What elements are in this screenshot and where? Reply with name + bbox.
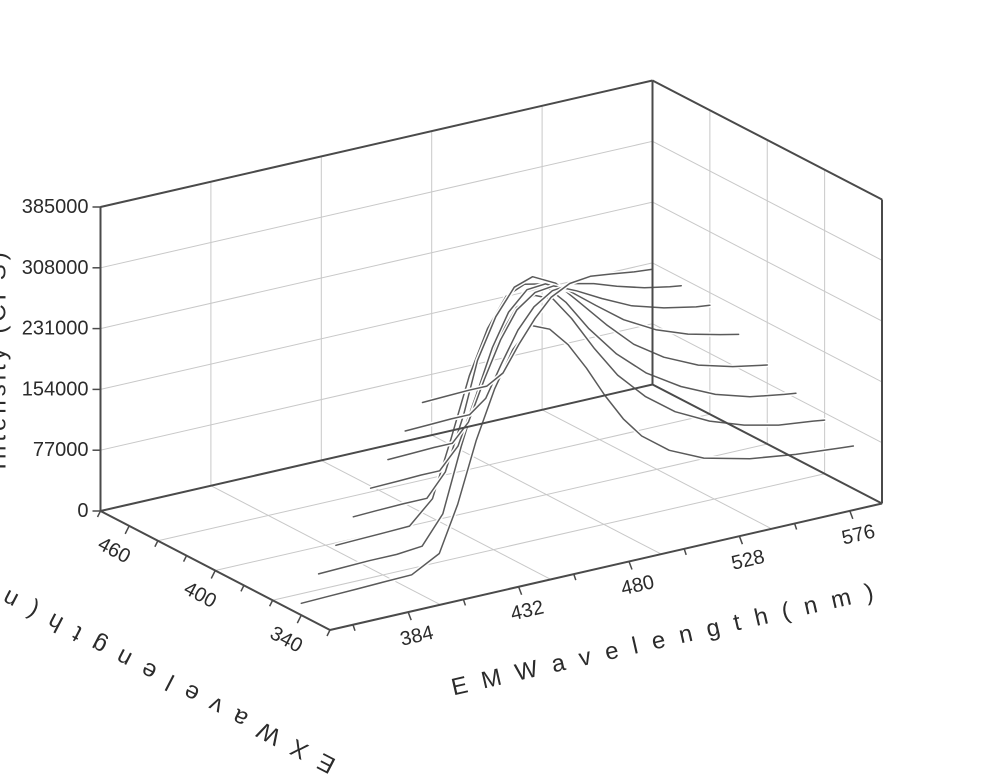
tick-mark bbox=[519, 587, 522, 595]
em-axis-label: E M W a v e l e n g t h ( n m ) bbox=[449, 578, 880, 702]
tick-mark bbox=[211, 571, 215, 579]
tick-mark bbox=[270, 600, 273, 606]
z-tick-label: 231000 bbox=[22, 318, 89, 340]
floor-back-left bbox=[101, 385, 653, 512]
grid-line bbox=[158, 414, 710, 541]
tick-mark bbox=[353, 625, 355, 631]
tick-mark bbox=[850, 511, 853, 519]
z-tick-label: 154000 bbox=[22, 378, 89, 400]
em-tick-label: 384 bbox=[398, 622, 435, 651]
tick-mark bbox=[297, 615, 301, 623]
tick-mark bbox=[408, 612, 411, 620]
tick-mark bbox=[327, 630, 330, 636]
tick-mark bbox=[241, 585, 244, 591]
tick-mark bbox=[463, 599, 465, 605]
z-axis-label: Intensity (CPS) bbox=[0, 248, 12, 469]
z-tick-label: 0 bbox=[77, 500, 88, 522]
tick-mark bbox=[574, 574, 576, 580]
ex-axis-label: E X W a v e l e n g t h ( n m ) bbox=[0, 556, 340, 779]
tick-mark bbox=[629, 561, 632, 569]
em-tick-label: 480 bbox=[619, 571, 656, 600]
tick-mark bbox=[684, 549, 686, 555]
tick-mark bbox=[795, 524, 797, 530]
grid-line bbox=[101, 141, 653, 267]
z-tick-label: 77000 bbox=[33, 439, 89, 461]
tick-mark bbox=[184, 556, 187, 562]
ex-tick-label: 460 bbox=[94, 533, 134, 568]
curve-halo bbox=[353, 277, 767, 517]
tick-mark bbox=[739, 536, 742, 544]
curve-halo bbox=[301, 326, 853, 604]
curve-line bbox=[301, 326, 853, 604]
curves bbox=[301, 269, 853, 603]
curve-line bbox=[353, 277, 767, 517]
em-tick-label: 528 bbox=[729, 546, 766, 575]
spectra-3d-chart: 384 432 480 528 576 340 400 460 0 77000 154000 2310… bbox=[0, 0, 1000, 781]
z-tick-label: 308000 bbox=[22, 257, 89, 279]
em-tick-label: 576 bbox=[840, 521, 877, 550]
em-tick-label: 432 bbox=[509, 596, 546, 625]
z-tick-label: 385000 bbox=[22, 196, 89, 218]
ex-tick-label: 400 bbox=[180, 578, 220, 613]
tick-mark bbox=[98, 511, 101, 517]
ex-tick-label: 340 bbox=[266, 622, 306, 657]
grid-line bbox=[273, 474, 825, 601]
tick-mark bbox=[125, 526, 129, 534]
grid-line bbox=[101, 324, 653, 451]
tick-mark bbox=[155, 541, 158, 547]
top-back-left bbox=[101, 81, 653, 208]
